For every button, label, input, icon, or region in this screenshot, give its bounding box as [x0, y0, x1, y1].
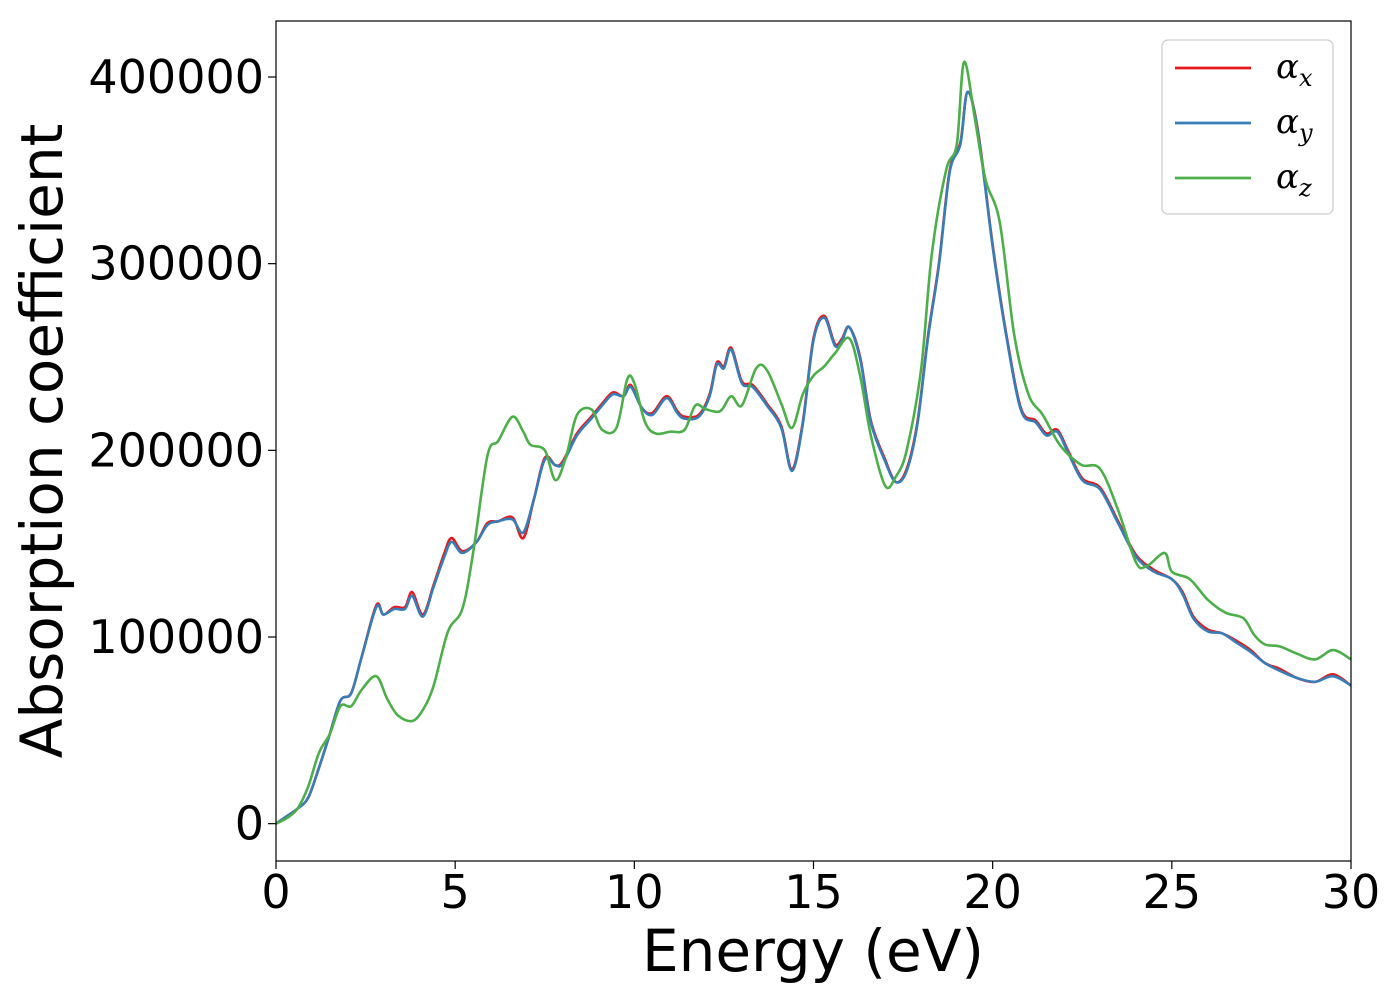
- y-tick-label: 200000: [88, 423, 264, 477]
- x-tick-label: 15: [784, 865, 843, 919]
- x-tick-label: 20: [963, 865, 1022, 919]
- y-tick-label: 300000: [88, 237, 264, 291]
- y-tick-label: 400000: [88, 50, 264, 104]
- y-tick-label: 100000: [88, 610, 264, 664]
- y-axis-label: Absorption coefficient: [8, 124, 76, 759]
- series-line-y: [276, 90, 1351, 825]
- legend-label-z: αz: [1276, 157, 1312, 202]
- x-tick-label: 5: [441, 865, 470, 919]
- y-axis: 0 100000 200000 300000 400000: [88, 50, 276, 851]
- legend-box: [1161, 39, 1334, 215]
- x-axis-label: Energy (eV): [642, 917, 984, 985]
- series-line-z: [276, 60, 1351, 825]
- legend: αx αy αz: [1161, 39, 1334, 215]
- legend-label-x: αx: [1276, 47, 1313, 92]
- series-layer: [276, 60, 1351, 825]
- legend-label-y: αy: [1276, 102, 1313, 147]
- x-tick-label: 0: [261, 865, 290, 919]
- x-tick-label: 10: [605, 865, 664, 919]
- x-axis: 0 5 10 15 20 25 30: [261, 861, 1380, 919]
- y-tick-label: 0: [235, 797, 264, 851]
- x-tick-label: 25: [1143, 865, 1202, 919]
- x-tick-label: 30: [1322, 865, 1381, 919]
